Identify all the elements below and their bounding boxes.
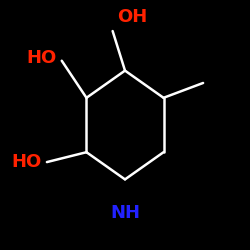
Text: HO: HO xyxy=(26,49,57,67)
Text: NH: NH xyxy=(110,204,140,222)
Text: OH: OH xyxy=(118,8,148,26)
Text: HO: HO xyxy=(12,153,42,171)
